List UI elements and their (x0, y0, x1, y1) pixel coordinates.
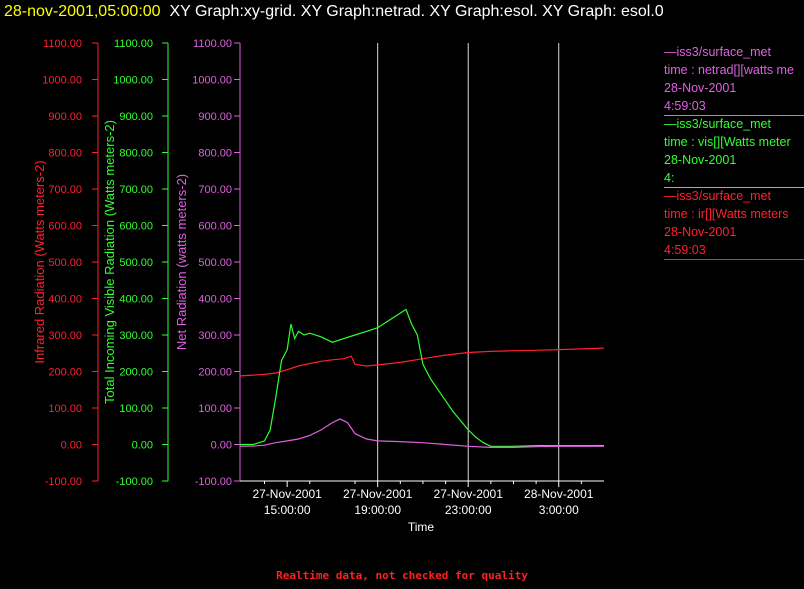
y-tick-label-net: 100.00 (198, 403, 232, 415)
y-tick-label-vis: 200.00 (119, 367, 153, 379)
y-tick-label-vis: 500.00 (119, 257, 153, 269)
legend-field: time : vis[][Watts meter (664, 135, 791, 149)
x-tick-label-time: 3:00:00 (539, 503, 579, 517)
y-tick-label-ir: 700.00 (48, 184, 82, 196)
y-tick-label-vis: 600.00 (119, 221, 153, 233)
y-tick-label-ir: 400.00 (48, 294, 82, 306)
y-tick-label-net: 300.00 (198, 330, 232, 342)
y-tick-label-net: 0.00 (211, 440, 232, 452)
y-tick-label-vis: -100.00 (116, 476, 153, 488)
legend-divider (664, 259, 804, 260)
y-tick-label-vis: 0.00 (132, 440, 153, 452)
legend-time: 4: (664, 171, 675, 185)
y-tick-label-vis: 700.00 (119, 184, 153, 196)
legend-divider (664, 187, 804, 188)
legend-rule: —iss3/surface_met (664, 45, 771, 59)
y-tick-label-ir: -100.00 (45, 476, 82, 488)
x-axis-label: Time (408, 520, 435, 534)
y-tick-label-vis: 300.00 (119, 330, 153, 342)
y-tick-label-ir: 0.00 (61, 440, 82, 452)
x-tick-label-time: 15:00:00 (264, 503, 311, 517)
timestamp-label: 28-nov-2001,05:00:00 (4, 3, 161, 20)
y-tick-label-ir: 800.00 (48, 148, 82, 160)
legend-entry-netrad: —iss3/surface_met time : netrad[][watts … (664, 43, 804, 116)
y-tick-label-net: 500.00 (198, 257, 232, 269)
legend-date: 28-Nov-2001 (664, 153, 737, 167)
legend-time: 4:59:03 (664, 243, 706, 257)
legend-rule: —iss3/surface_met (664, 189, 771, 203)
y-tick-label-vis: 100.00 (119, 403, 153, 415)
legend-rule: —iss3/surface_met (664, 117, 771, 131)
y-axis-label-net: Net Radiation (watts meters-2) (174, 174, 189, 350)
y-tick-label-ir: 1000.00 (42, 75, 82, 87)
y-tick-label-vis: 1100.00 (114, 38, 153, 50)
y-tick-label-ir: 900.00 (48, 111, 82, 123)
y-tick-label-net: 900.00 (198, 111, 232, 123)
y-tick-label-net: 800.00 (198, 148, 232, 160)
y-tick-label-ir: 1100.00 (43, 38, 82, 50)
series-line-vis (240, 308, 604, 447)
y-tick-label-net: 200.00 (198, 367, 232, 379)
x-tick-label-date: 28-Nov-2001 (524, 487, 594, 501)
y-tick-label-vis: 1000.00 (113, 75, 153, 87)
y-tick-label-ir: 300.00 (48, 330, 82, 342)
y-tick-label-ir: 500.00 (48, 257, 82, 269)
series-line-net (239, 418, 604, 448)
y-tick-label-vis: 400.00 (119, 294, 153, 306)
x-tick-label-date: 27-Nov-2001 (434, 487, 504, 501)
graph-title: 28-nov-2001,05:00:00 XY Graph:xy-grid. X… (4, 1, 784, 22)
legend-divider (664, 115, 804, 116)
y-tick-label-net: -100.00 (195, 476, 232, 488)
x-tick-label-date: 27-Nov-2001 (252, 487, 322, 501)
legend-date: 28-Nov-2001 (664, 81, 737, 95)
x-tick-label-time: 19:00:00 (354, 503, 401, 517)
x-tick-label-time: 23:00:00 (445, 503, 492, 517)
legend-date: 28-Nov-2001 (664, 225, 737, 239)
legend-entry-ir: —iss3/surface_met time : ir[][Watts mete… (664, 187, 804, 260)
legend-field: time : netrad[][watts me (664, 63, 794, 77)
x-tick-label-date: 27-Nov-2001 (343, 487, 413, 501)
legend-field: time : ir[][Watts meters (664, 207, 789, 221)
y-tick-label-vis: 900.00 (119, 111, 153, 123)
y-tick-label-ir: 600.00 (48, 221, 82, 233)
y-tick-label-net: 400.00 (198, 294, 232, 306)
legend-entry-vis: —iss3/surface_met time : vis[][Watts met… (664, 115, 804, 188)
y-tick-label-net: 600.00 (198, 221, 232, 233)
y-tick-label-vis: 800.00 (119, 148, 153, 160)
y-tick-label-ir: 100.00 (48, 403, 82, 415)
y-tick-label-ir: 200.00 (48, 367, 82, 379)
quality-notice: Realtime data, not checked for quality (276, 569, 528, 582)
series-line-ir (239, 347, 605, 377)
y-axis-label-ir: Infrared Radiation (Watts meters-2) (32, 160, 47, 363)
legend-time: 4:59:03 (664, 99, 706, 113)
graph-names: XY Graph:xy-grid. XY Graph:netrad. XY Gr… (169, 3, 664, 20)
y-tick-label-net: 700.00 (198, 184, 232, 196)
y-axis-label-vis: Total Incoming Visible Radiation (Watts … (102, 120, 117, 404)
y-tick-label-net: 1000.00 (192, 75, 232, 87)
y-tick-label-net: 1100.00 (193, 38, 232, 50)
